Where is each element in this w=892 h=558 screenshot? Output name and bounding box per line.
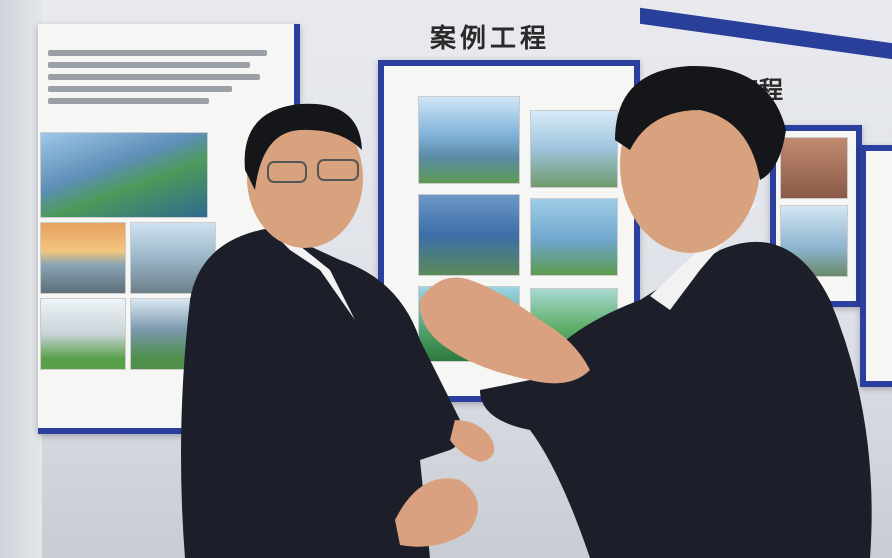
tower-photo-4	[530, 198, 618, 276]
tower-photo-1	[418, 96, 520, 184]
tower-photo-2	[530, 110, 618, 188]
exhibit-heading: 案例工程	[430, 24, 551, 54]
display-board-edge	[860, 145, 892, 387]
tower-photo-3	[418, 194, 520, 276]
factory-photo	[40, 222, 126, 294]
man-right	[419, 65, 872, 558]
wall-edge	[0, 0, 42, 558]
crowd-photo	[780, 137, 848, 199]
aerial-campus-photo	[40, 132, 208, 218]
warehouse-photo	[40, 298, 126, 370]
board-text-block	[48, 44, 278, 110]
man-left	[181, 103, 495, 558]
